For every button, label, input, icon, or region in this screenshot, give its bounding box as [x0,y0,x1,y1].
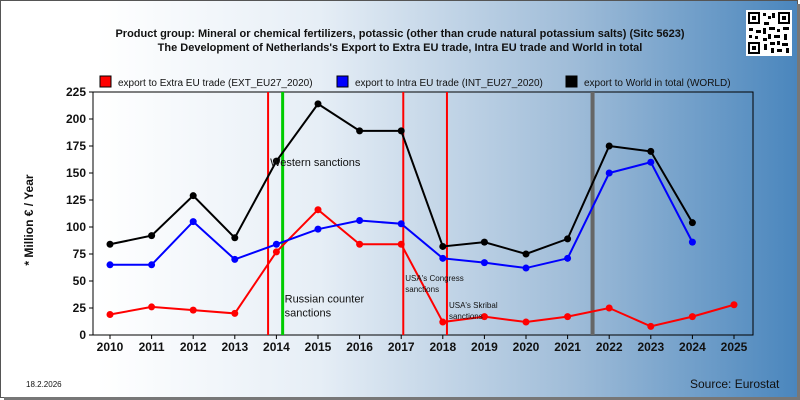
x-tick-label: 2019 [471,340,498,354]
x-tick-label: 2013 [221,340,248,354]
chart-title-line1: Product group: Mineral or chemical ferti… [115,28,685,40]
x-tick-label: 2015 [305,340,332,354]
data-point-extra [314,206,322,214]
data-point-world [605,142,613,150]
series-line-extra [109,208,735,328]
y-tick-label: 75 [73,247,87,261]
data-point-extra [605,304,613,312]
y-tick-label: 125 [66,193,86,207]
y-tick-label: 100 [66,220,86,234]
data-point-intra [272,240,280,248]
legend-label-extra: export to Extra EU trade (EXT_EU27_2020) [118,78,313,89]
data-point-intra [356,217,364,225]
legend-swatch-world [565,75,578,88]
plot-area [92,91,754,336]
x-tick-label: 2020 [513,340,540,354]
data-point-intra [148,261,156,269]
data-point-world [189,192,197,200]
data-point-extra [522,318,530,326]
data-point-intra [605,169,613,177]
annotation-label: Western sanctions [270,157,361,169]
data-point-extra [397,240,405,248]
data-point-intra [106,261,114,269]
series-line-world [109,102,694,256]
data-point-world [272,157,280,165]
data-point-intra [480,259,488,267]
data-point-world [439,242,447,250]
data-point-extra [480,313,488,321]
data-point-world [564,235,572,243]
x-tick-label: 2022 [596,340,623,354]
data-point-world [314,100,322,108]
data-point-world [106,240,114,248]
x-tick-label: 2011 [139,340,165,354]
y-tick-label: 225 [66,85,86,99]
data-point-extra [647,322,655,330]
data-point-extra [439,318,447,326]
data-point-world [480,238,488,246]
y-tick-label: 150 [66,166,86,180]
x-tick-label: 2010 [97,340,124,354]
frame-shadow-right [797,4,800,400]
legend-swatch-extra [99,75,112,88]
data-point-extra [356,240,364,248]
source-label: Source: Eurostat [690,377,780,391]
x-tick-label: 2012 [180,340,207,354]
data-point-extra [730,301,738,309]
data-point-intra [189,218,197,226]
legend-label-intra: export to Intra EU trade (INT_EU27_2020) [355,78,543,89]
data-point-world [148,232,156,240]
data-point-extra [688,313,696,321]
data-point-intra [522,264,530,272]
y-tick-label: 200 [66,112,86,126]
y-axis-label: * Million € / Year [22,174,36,266]
data-point-extra [231,309,239,317]
x-tick-label: 2014 [263,340,290,354]
data-point-intra [647,158,655,166]
x-tick-label: 2018 [429,340,456,354]
chart-title-line2: The Development of Netherlands's Export … [157,42,643,54]
data-point-extra [189,306,197,314]
series-line-intra [110,161,694,270]
annotation-label: USA's Skribal sanctions [449,301,498,321]
date-stamp: 18.2.2026 [26,380,62,389]
annotation-label: USA's Congress sanctions [405,274,463,294]
x-tick-label: 2025 [721,340,748,354]
data-point-intra [314,225,322,233]
qr-code-icon [746,10,792,56]
data-point-extra [148,303,156,311]
data-point-intra [688,238,696,246]
data-point-intra [564,254,572,262]
data-point-intra [397,220,405,228]
data-point-intra [231,255,239,263]
annotation-label: Russian counter sanctions [285,294,365,320]
x-tick-label: 2017 [388,340,415,354]
data-point-extra [564,313,572,321]
data-point-world [522,250,530,258]
data-point-intra [439,254,447,262]
x-tick-label: 2016 [346,340,373,354]
y-tick-label: 0 [79,328,86,342]
x-tick-label: 2024 [679,340,706,354]
y-tick-label: 50 [73,274,87,288]
data-point-extra [106,310,114,318]
y-tick-label: 25 [73,301,87,315]
data-point-world [231,234,239,242]
frame-shadow-bottom [4,397,800,400]
data-point-world [647,147,655,155]
y-tick-label: 175 [66,139,86,153]
data-point-world [397,127,405,135]
legend-label-world: export to World in total (WORLD) [584,78,731,89]
data-point-world [356,127,364,135]
data-point-world [688,219,696,227]
legend-swatch-intra [336,75,349,88]
data-point-extra [272,248,280,256]
x-tick-label: 2023 [637,340,664,354]
x-tick-label: 2021 [554,340,581,354]
